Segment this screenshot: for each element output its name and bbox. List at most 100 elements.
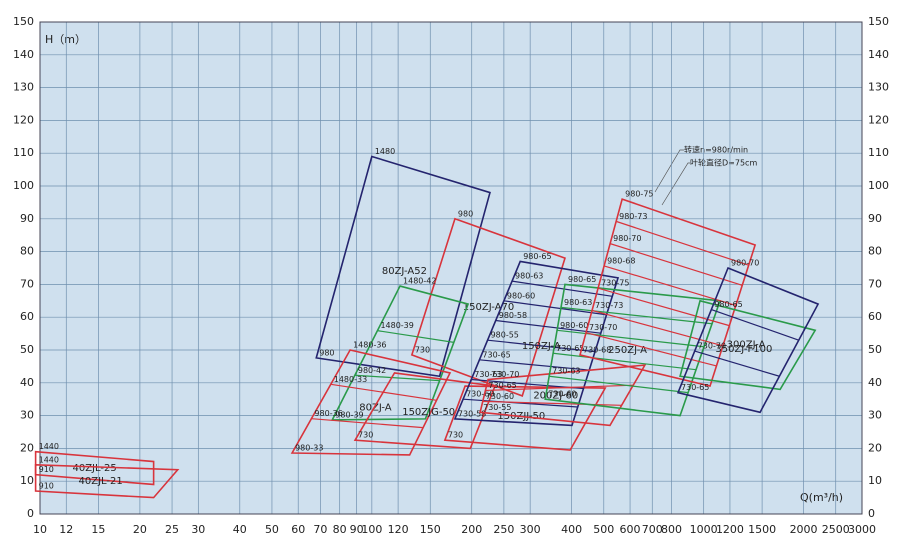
pump-name: 350ZJ-F100 (715, 344, 772, 355)
x-tick-label: 300 (520, 523, 541, 536)
x-tick-label: 25 (165, 523, 179, 536)
x-axis-label: Q(m³/h) (800, 491, 843, 504)
leader-line (661, 162, 690, 206)
annotation: 转速n=980r/min (684, 145, 748, 155)
curve-label: 730-65 (482, 350, 510, 359)
speed-curve (487, 339, 596, 353)
pump-name: 80ZJ-A (359, 403, 392, 414)
curve-label: 730-70 (589, 323, 617, 332)
x-tick-label: 1000 (690, 523, 718, 536)
x-tick-label: 15 (91, 523, 105, 536)
y-tick-label: 140 (868, 48, 889, 61)
speed-curve (585, 332, 717, 367)
y-tick-label: 120 (868, 113, 889, 126)
curve-label: 730-75 (601, 279, 629, 288)
pump-region (544, 283, 722, 417)
speed-curve (553, 352, 697, 371)
curve-label: 730-70 (698, 342, 726, 351)
speed-curve (485, 384, 634, 392)
y-tick-label: 20 (868, 441, 882, 454)
curve-label: 980-73 (619, 212, 647, 221)
y-tick-label: 40 (868, 376, 882, 389)
x-tick-label: 1500 (748, 523, 776, 536)
y-tick-label: 140 (13, 48, 34, 61)
curve-label: 980-42 (358, 366, 386, 375)
pump-region (410, 217, 566, 397)
x-tick-label: 20 (133, 523, 147, 536)
x-tick-label: 100 (361, 523, 382, 536)
y-tick-label: 80 (868, 245, 882, 258)
y-tick-label: 100 (868, 179, 889, 192)
pump-name: 250ZJ-A (608, 345, 647, 356)
x-tick-label: 2000 (790, 523, 818, 536)
pump-name: 300ZJ-A (727, 339, 766, 350)
x-tick-label: 120 (388, 523, 409, 536)
y-tick-label: 120 (13, 113, 34, 126)
pump-region (453, 260, 620, 427)
curve-label: 980-60 (560, 321, 588, 330)
pump-name: 40ZJL-25 (72, 463, 116, 474)
speed-curve (609, 243, 743, 286)
pump-name: 80ZJ-A52 (382, 266, 427, 277)
y-tick-label: 70 (868, 277, 882, 290)
annotation: 叶轮直径D=75cm (690, 158, 757, 168)
x-tick-label: 90 (350, 523, 364, 536)
y-tick-label: 110 (13, 146, 34, 159)
curve-label: 980-55 (491, 331, 519, 340)
speed-curve (503, 300, 607, 316)
y-tick-label: 150 (868, 15, 889, 28)
y-tick-label: 60 (868, 310, 882, 323)
curve-label: 910 (39, 482, 54, 491)
y-tick-label: 20 (20, 441, 34, 454)
pump-name: 150ZJ-A (522, 341, 561, 352)
curve-label: 980-65 (568, 275, 596, 284)
x-tick-label: 40 (233, 523, 247, 536)
y-tick-label: 100 (13, 179, 34, 192)
x-tick-label: 200 (461, 523, 482, 536)
y-tick-label: 110 (868, 146, 889, 159)
speed-curve (354, 374, 440, 382)
curve-label: 980-65 (523, 252, 551, 261)
y-axis-label: H（m） (45, 33, 86, 46)
curve-label: 1480-33 (334, 375, 367, 384)
curve-label: 1480-42 (403, 277, 436, 286)
curve-label: 1440 (39, 455, 59, 464)
y-tick-label: 50 (868, 343, 882, 356)
pump-region (34, 463, 180, 499)
y-tick-label: 50 (20, 343, 34, 356)
curve-label: 980-60 (507, 291, 535, 300)
pump-region (353, 372, 497, 450)
curve-label: 730-65 (488, 381, 516, 390)
y-tick-label: 10 (20, 474, 34, 487)
x-tick-label: 250 (493, 523, 514, 536)
plot-area (40, 22, 862, 514)
speed-curve (615, 220, 749, 266)
x-tick-label: 12 (59, 523, 73, 536)
speed-curve (482, 400, 622, 406)
x-tick-label: 3000 (848, 523, 876, 536)
speed-curve (711, 308, 799, 341)
x-tick-label: 700 (642, 523, 663, 536)
y-tick-label: 80 (20, 245, 34, 258)
x-tick-label: 60 (291, 523, 305, 536)
curve-label: 980-33 (295, 443, 323, 452)
speed-curve (694, 350, 780, 377)
x-tick-label: 30 (191, 523, 205, 536)
curve-label: 980-70 (613, 234, 641, 243)
y-tick-label: 30 (20, 409, 34, 422)
curve-label: 980-75 (625, 190, 653, 199)
y-tick-label: 30 (868, 409, 882, 422)
curve-label: 730-63 (474, 370, 502, 379)
curve-label: 980-63 (564, 298, 592, 307)
curve-label: 730-60 (466, 390, 494, 399)
speed-curve (603, 265, 736, 307)
y-tick-label: 130 (868, 81, 889, 94)
y-tick-label: 90 (20, 212, 34, 225)
y-tick-label: 130 (13, 81, 34, 94)
curve-label: 980-65 (714, 300, 742, 309)
speed-curve (549, 375, 689, 394)
curve-label: 730-70 (491, 370, 519, 379)
curve-label: 730 (448, 431, 463, 440)
pump-name: 150ZJG-50 (402, 407, 455, 418)
y-tick-label: 70 (20, 277, 34, 290)
